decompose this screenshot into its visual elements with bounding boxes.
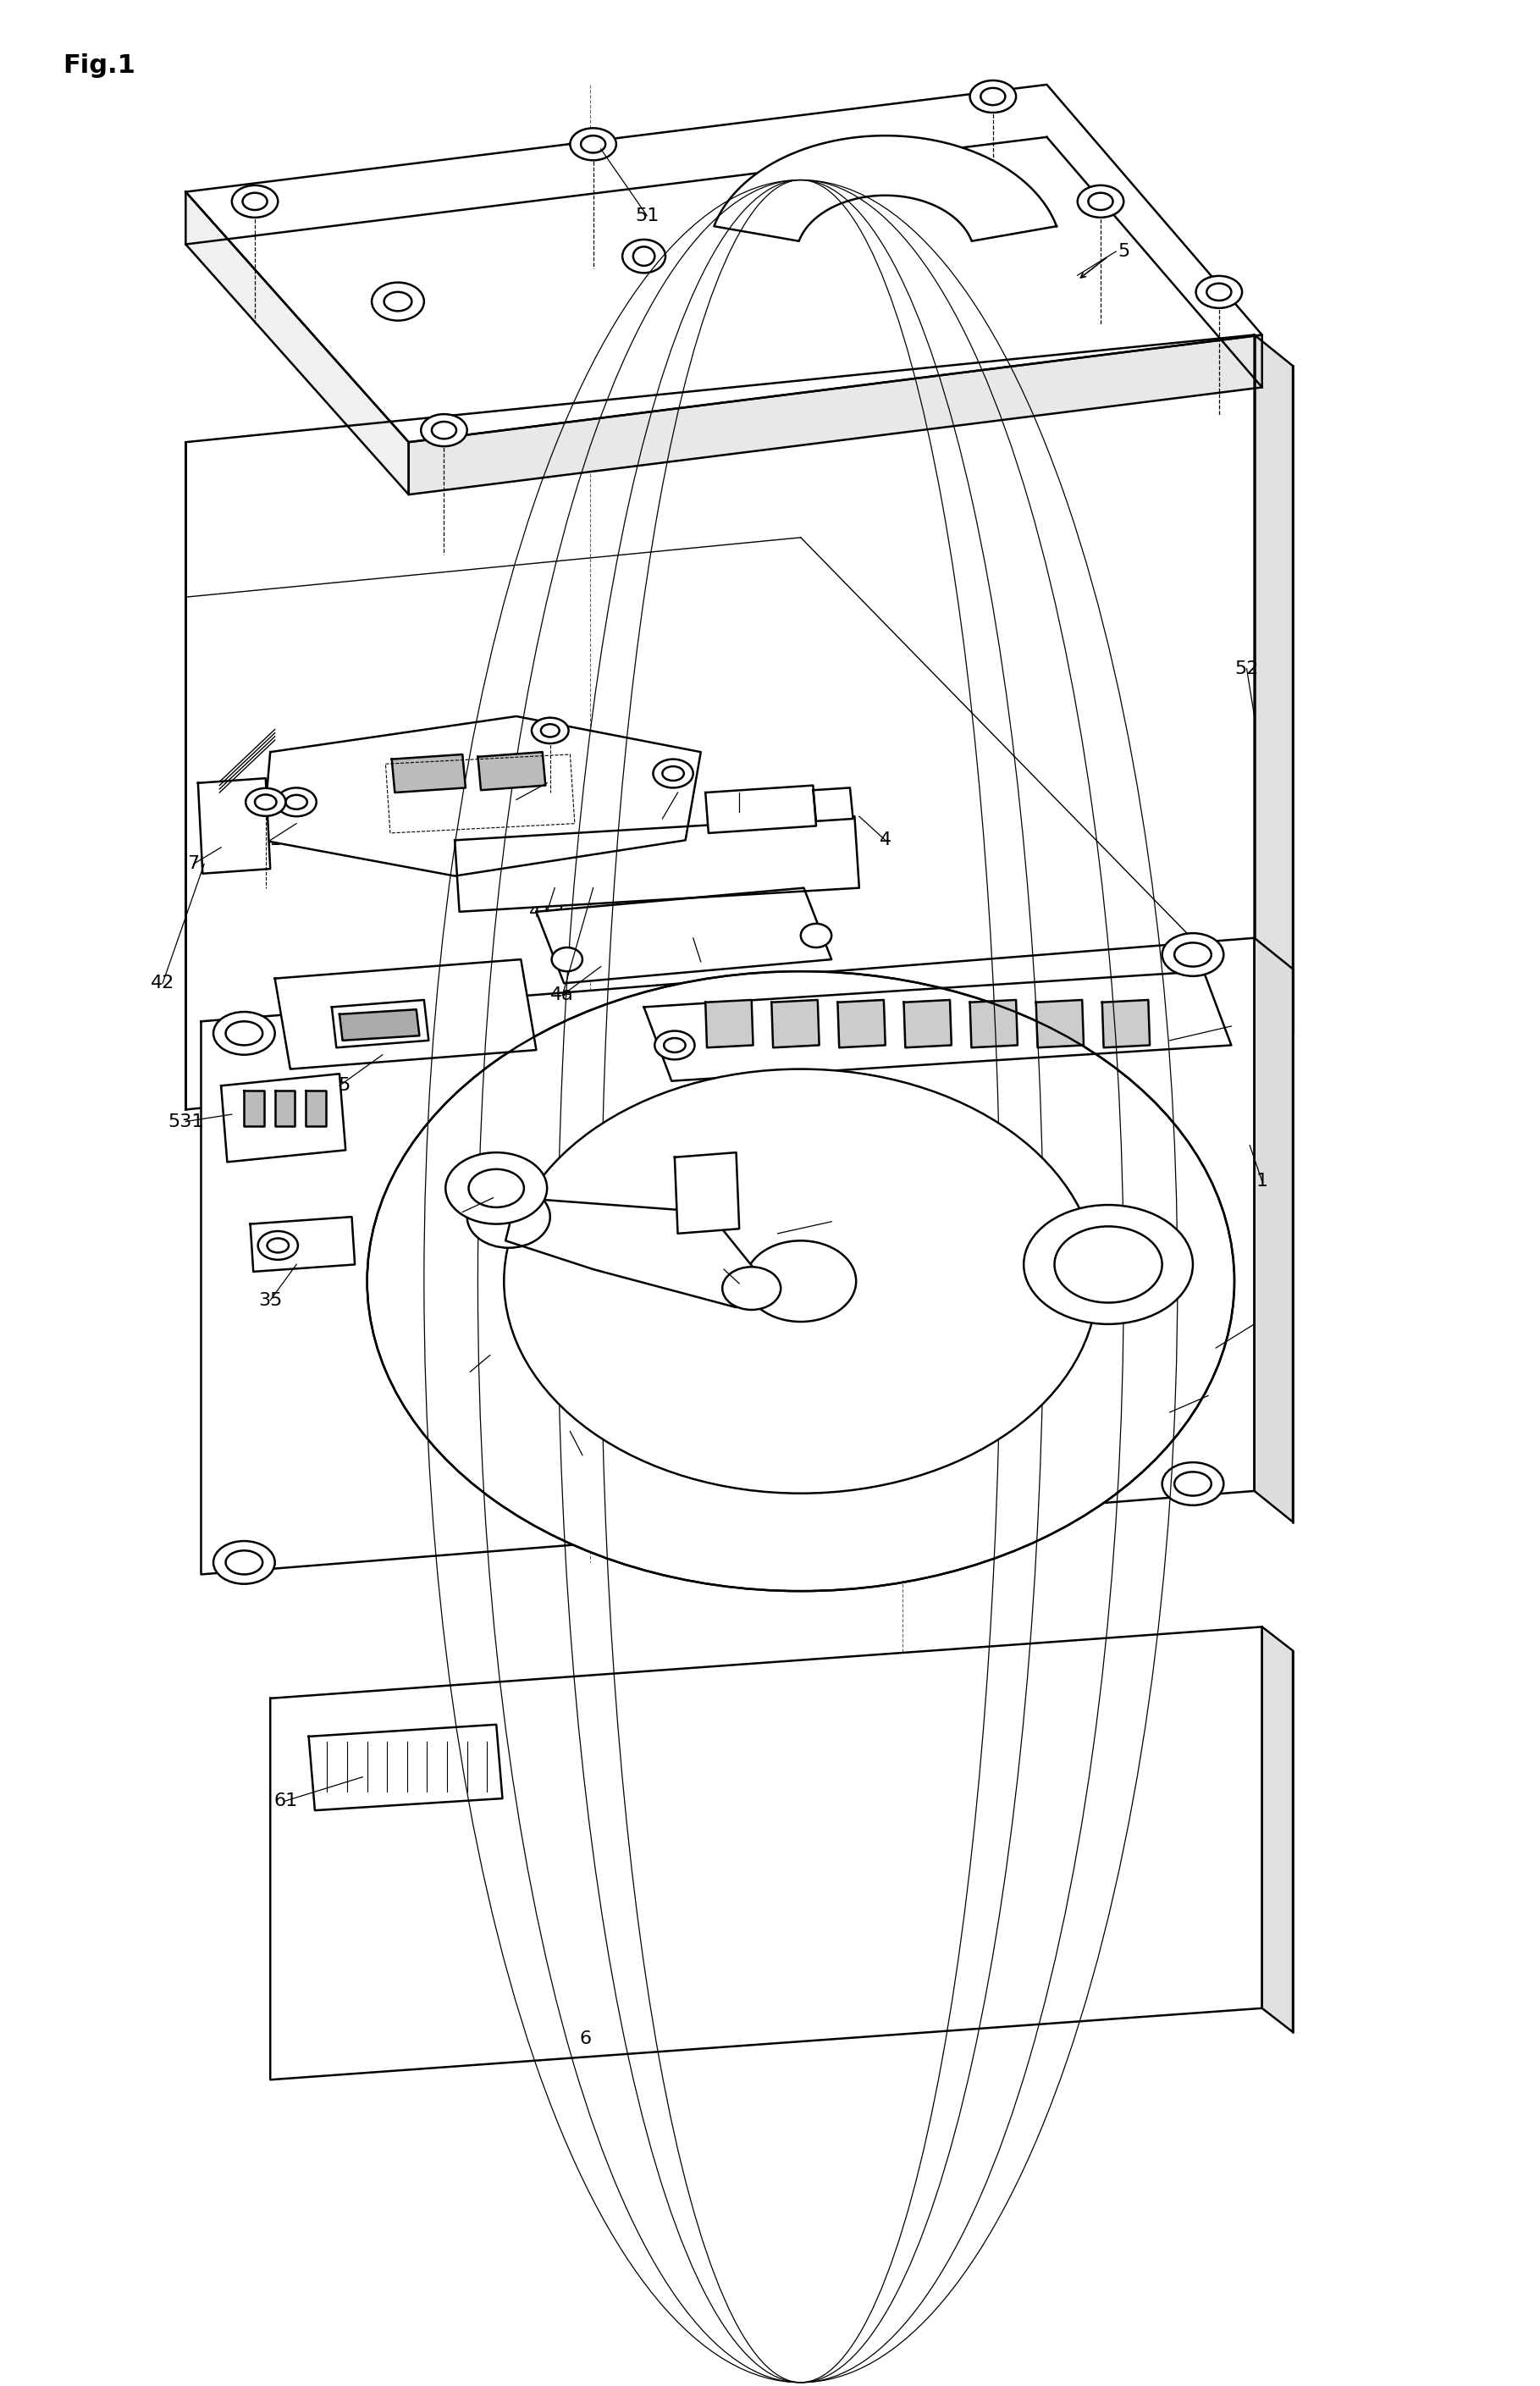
- Text: 4b: 4b: [727, 804, 752, 821]
- Polygon shape: [263, 716, 701, 876]
- Ellipse shape: [1163, 1463, 1224, 1506]
- Polygon shape: [1036, 1000, 1084, 1047]
- Text: 32: 32: [727, 1274, 752, 1293]
- Text: Fig.1: Fig.1: [63, 52, 136, 79]
- Polygon shape: [222, 1074, 345, 1162]
- Ellipse shape: [214, 1012, 274, 1055]
- Ellipse shape: [367, 971, 1235, 1591]
- Text: 33: 33: [570, 1446, 594, 1463]
- Polygon shape: [477, 752, 545, 790]
- Polygon shape: [970, 1000, 1018, 1047]
- Text: 61: 61: [274, 1792, 297, 1809]
- Polygon shape: [715, 136, 1056, 241]
- Polygon shape: [270, 1627, 1263, 2081]
- Text: 413: 413: [530, 904, 565, 921]
- Text: 414: 414: [499, 792, 534, 809]
- Ellipse shape: [970, 81, 1016, 112]
- Text: 41: 41: [259, 833, 282, 849]
- Polygon shape: [1255, 938, 1292, 1522]
- Polygon shape: [305, 1090, 325, 1126]
- Polygon shape: [391, 754, 465, 792]
- Ellipse shape: [551, 947, 582, 971]
- Ellipse shape: [1024, 1205, 1194, 1324]
- Ellipse shape: [531, 718, 568, 744]
- Text: 34: 34: [819, 1212, 844, 1231]
- Ellipse shape: [276, 787, 316, 816]
- Text: 5: 5: [1118, 243, 1130, 260]
- Polygon shape: [274, 959, 536, 1069]
- Text: 42: 42: [151, 976, 174, 993]
- Ellipse shape: [654, 1031, 695, 1059]
- Polygon shape: [331, 1000, 428, 1047]
- Polygon shape: [454, 816, 859, 911]
- Polygon shape: [705, 1000, 753, 1047]
- Ellipse shape: [259, 1231, 297, 1260]
- Ellipse shape: [653, 759, 693, 787]
- Text: 6: 6: [579, 2030, 591, 2047]
- Polygon shape: [1263, 1627, 1292, 2033]
- Ellipse shape: [570, 129, 616, 160]
- Ellipse shape: [445, 1152, 547, 1224]
- Ellipse shape: [1163, 933, 1224, 976]
- Polygon shape: [199, 778, 270, 873]
- Polygon shape: [644, 971, 1232, 1081]
- Polygon shape: [408, 334, 1263, 494]
- Ellipse shape: [1197, 277, 1243, 308]
- Ellipse shape: [504, 1069, 1098, 1494]
- Polygon shape: [772, 1000, 819, 1047]
- Text: 52: 52: [1235, 661, 1258, 678]
- Text: 45: 45: [328, 1076, 351, 1095]
- Text: 43: 43: [650, 811, 675, 828]
- Polygon shape: [202, 938, 1255, 1575]
- Polygon shape: [1103, 1000, 1150, 1047]
- Text: 4a: 4a: [551, 988, 574, 1005]
- Text: 2: 2: [1210, 1339, 1221, 1355]
- Polygon shape: [274, 1090, 294, 1126]
- Ellipse shape: [214, 1541, 274, 1584]
- Polygon shape: [308, 1725, 502, 1811]
- Text: 4: 4: [879, 833, 892, 849]
- Text: 21: 21: [1158, 1403, 1181, 1420]
- Polygon shape: [251, 1217, 354, 1272]
- Ellipse shape: [246, 787, 285, 816]
- Polygon shape: [813, 787, 853, 821]
- Text: 35: 35: [259, 1291, 282, 1310]
- Text: 53: 53: [1158, 1033, 1181, 1050]
- Polygon shape: [186, 191, 408, 494]
- Polygon shape: [245, 1090, 265, 1126]
- Ellipse shape: [622, 239, 665, 272]
- Polygon shape: [505, 1198, 755, 1308]
- Polygon shape: [186, 84, 1263, 441]
- Ellipse shape: [467, 1186, 550, 1248]
- Text: 44: 44: [688, 954, 713, 971]
- Text: 1: 1: [1257, 1172, 1267, 1191]
- Polygon shape: [904, 1000, 952, 1047]
- Text: 7: 7: [188, 857, 199, 873]
- Ellipse shape: [1078, 186, 1124, 217]
- Polygon shape: [675, 1152, 739, 1234]
- Polygon shape: [705, 785, 816, 833]
- Ellipse shape: [420, 415, 467, 446]
- Ellipse shape: [801, 923, 832, 947]
- Polygon shape: [838, 1000, 886, 1047]
- Text: 531: 531: [168, 1112, 203, 1131]
- Polygon shape: [536, 888, 832, 983]
- Text: 3: 3: [456, 1203, 468, 1222]
- Text: 51: 51: [634, 208, 659, 224]
- Ellipse shape: [745, 1241, 856, 1322]
- Ellipse shape: [722, 1267, 781, 1310]
- Ellipse shape: [233, 186, 277, 217]
- Polygon shape: [339, 1009, 419, 1040]
- Polygon shape: [1255, 334, 1292, 1033]
- Ellipse shape: [371, 282, 424, 320]
- Text: 31: 31: [459, 1362, 482, 1379]
